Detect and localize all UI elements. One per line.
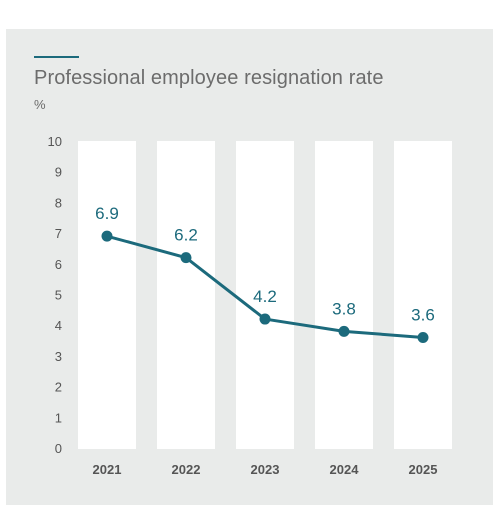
y-tick-label: 10 [48,134,62,149]
category-columns [78,141,452,449]
y-tick-label: 9 [55,165,62,180]
y-axis-ticks: 0 1 2 3 4 5 6 7 8 9 10 [48,134,62,456]
x-axis-ticks: 2021 2022 2023 2024 2025 [93,462,438,477]
y-tick-label: 3 [55,349,62,364]
y-unit-label: % [34,97,46,112]
data-point [259,313,271,325]
chart-title: Professional employee resignation rate [34,67,384,89]
y-tick-label: 0 [55,441,62,456]
y-tick-label: 2 [55,380,62,395]
category-column [236,141,294,449]
data-labels: 6.9 6.2 4.2 3.8 3.6 [95,204,435,324]
x-tick-label: 2021 [93,462,122,477]
y-tick-label: 8 [55,195,62,210]
data-point [417,331,429,343]
y-tick-label: 5 [55,288,62,303]
y-tick-label: 6 [55,257,62,272]
title-accent-rule [34,56,79,58]
data-label: 6.9 [95,204,119,223]
category-column [78,141,136,449]
data-point [180,252,192,264]
y-tick-label: 1 [55,410,62,425]
data-points [101,230,429,343]
x-tick-label: 2022 [172,462,201,477]
x-tick-label: 2024 [330,462,360,477]
x-tick-label: 2025 [409,462,438,477]
x-tick-label: 2023 [251,462,280,477]
category-column [394,141,452,449]
data-label: 4.2 [253,287,277,306]
data-label: 3.8 [332,299,356,318]
category-column [157,141,215,449]
data-label: 6.2 [174,226,198,245]
category-column [315,141,373,449]
data-point [101,230,113,242]
data-point [338,325,350,337]
y-tick-label: 7 [55,226,62,241]
data-label: 3.6 [411,305,435,324]
y-tick-label: 4 [55,318,62,333]
